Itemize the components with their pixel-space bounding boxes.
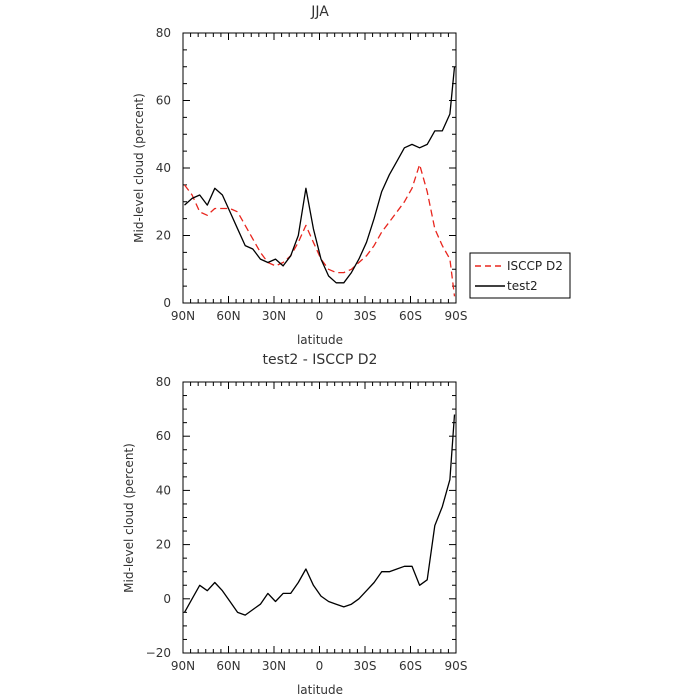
x-tick-label: 0 [316, 659, 324, 673]
y-tick-label: −20 [146, 646, 171, 660]
y-axis-title-top: Mid-level cloud (percent) [132, 93, 146, 243]
y-tick-label: 80 [156, 375, 171, 389]
x-tick-label: 30N [262, 309, 286, 323]
plot-frame-bottom [182, 381, 457, 654]
y-tick-label: 0 [163, 296, 171, 310]
legend-label-isccp: ISCCP D2 [507, 259, 563, 273]
x-tick-label: 90S [445, 659, 468, 673]
x-tick-label: 60N [216, 659, 240, 673]
chart-title-bottom: test2 - ISCCP D2 [263, 352, 378, 368]
x-tick-label: 90S [445, 309, 468, 323]
x-tick-label: 60S [399, 309, 422, 323]
legend-box [469, 252, 571, 299]
y-tick-label: 40 [156, 483, 171, 497]
y-tick-label: 60 [156, 429, 171, 443]
y-tick-label: 20 [156, 229, 171, 243]
chart-title-top: JJA [310, 4, 329, 20]
y-tick-label: 60 [156, 94, 171, 108]
x-tick-label: 30S [354, 309, 377, 323]
difference-series-line [183, 414, 456, 616]
x-tick-label: 90N [171, 309, 195, 323]
y-tick-label: 80 [156, 26, 171, 40]
y-tick-label: 40 [156, 161, 171, 175]
plot-frame-top [182, 32, 457, 304]
y-tick-label: 0 [163, 592, 171, 606]
x-tick-label: 30N [262, 659, 286, 673]
x-axis-title-top: latitude [297, 333, 343, 347]
y-axis-title-bottom: Mid-level cloud (percent) [122, 443, 136, 593]
isccp-d2-series-line [183, 163, 456, 297]
test2-series-line [184, 66, 456, 284]
legend-label-test2: test2 [507, 279, 538, 293]
x-tick-label: 60S [399, 659, 422, 673]
x-tick-label: 0 [316, 309, 324, 323]
x-tick-label: 30S [354, 659, 377, 673]
x-axis-title-bottom: latitude [297, 683, 343, 697]
x-tick-label: 90N [171, 659, 195, 673]
legend: ISCCP D2 test2 [469, 252, 571, 299]
x-tick-label: 60N [216, 309, 240, 323]
y-tick-label: 20 [156, 538, 171, 552]
